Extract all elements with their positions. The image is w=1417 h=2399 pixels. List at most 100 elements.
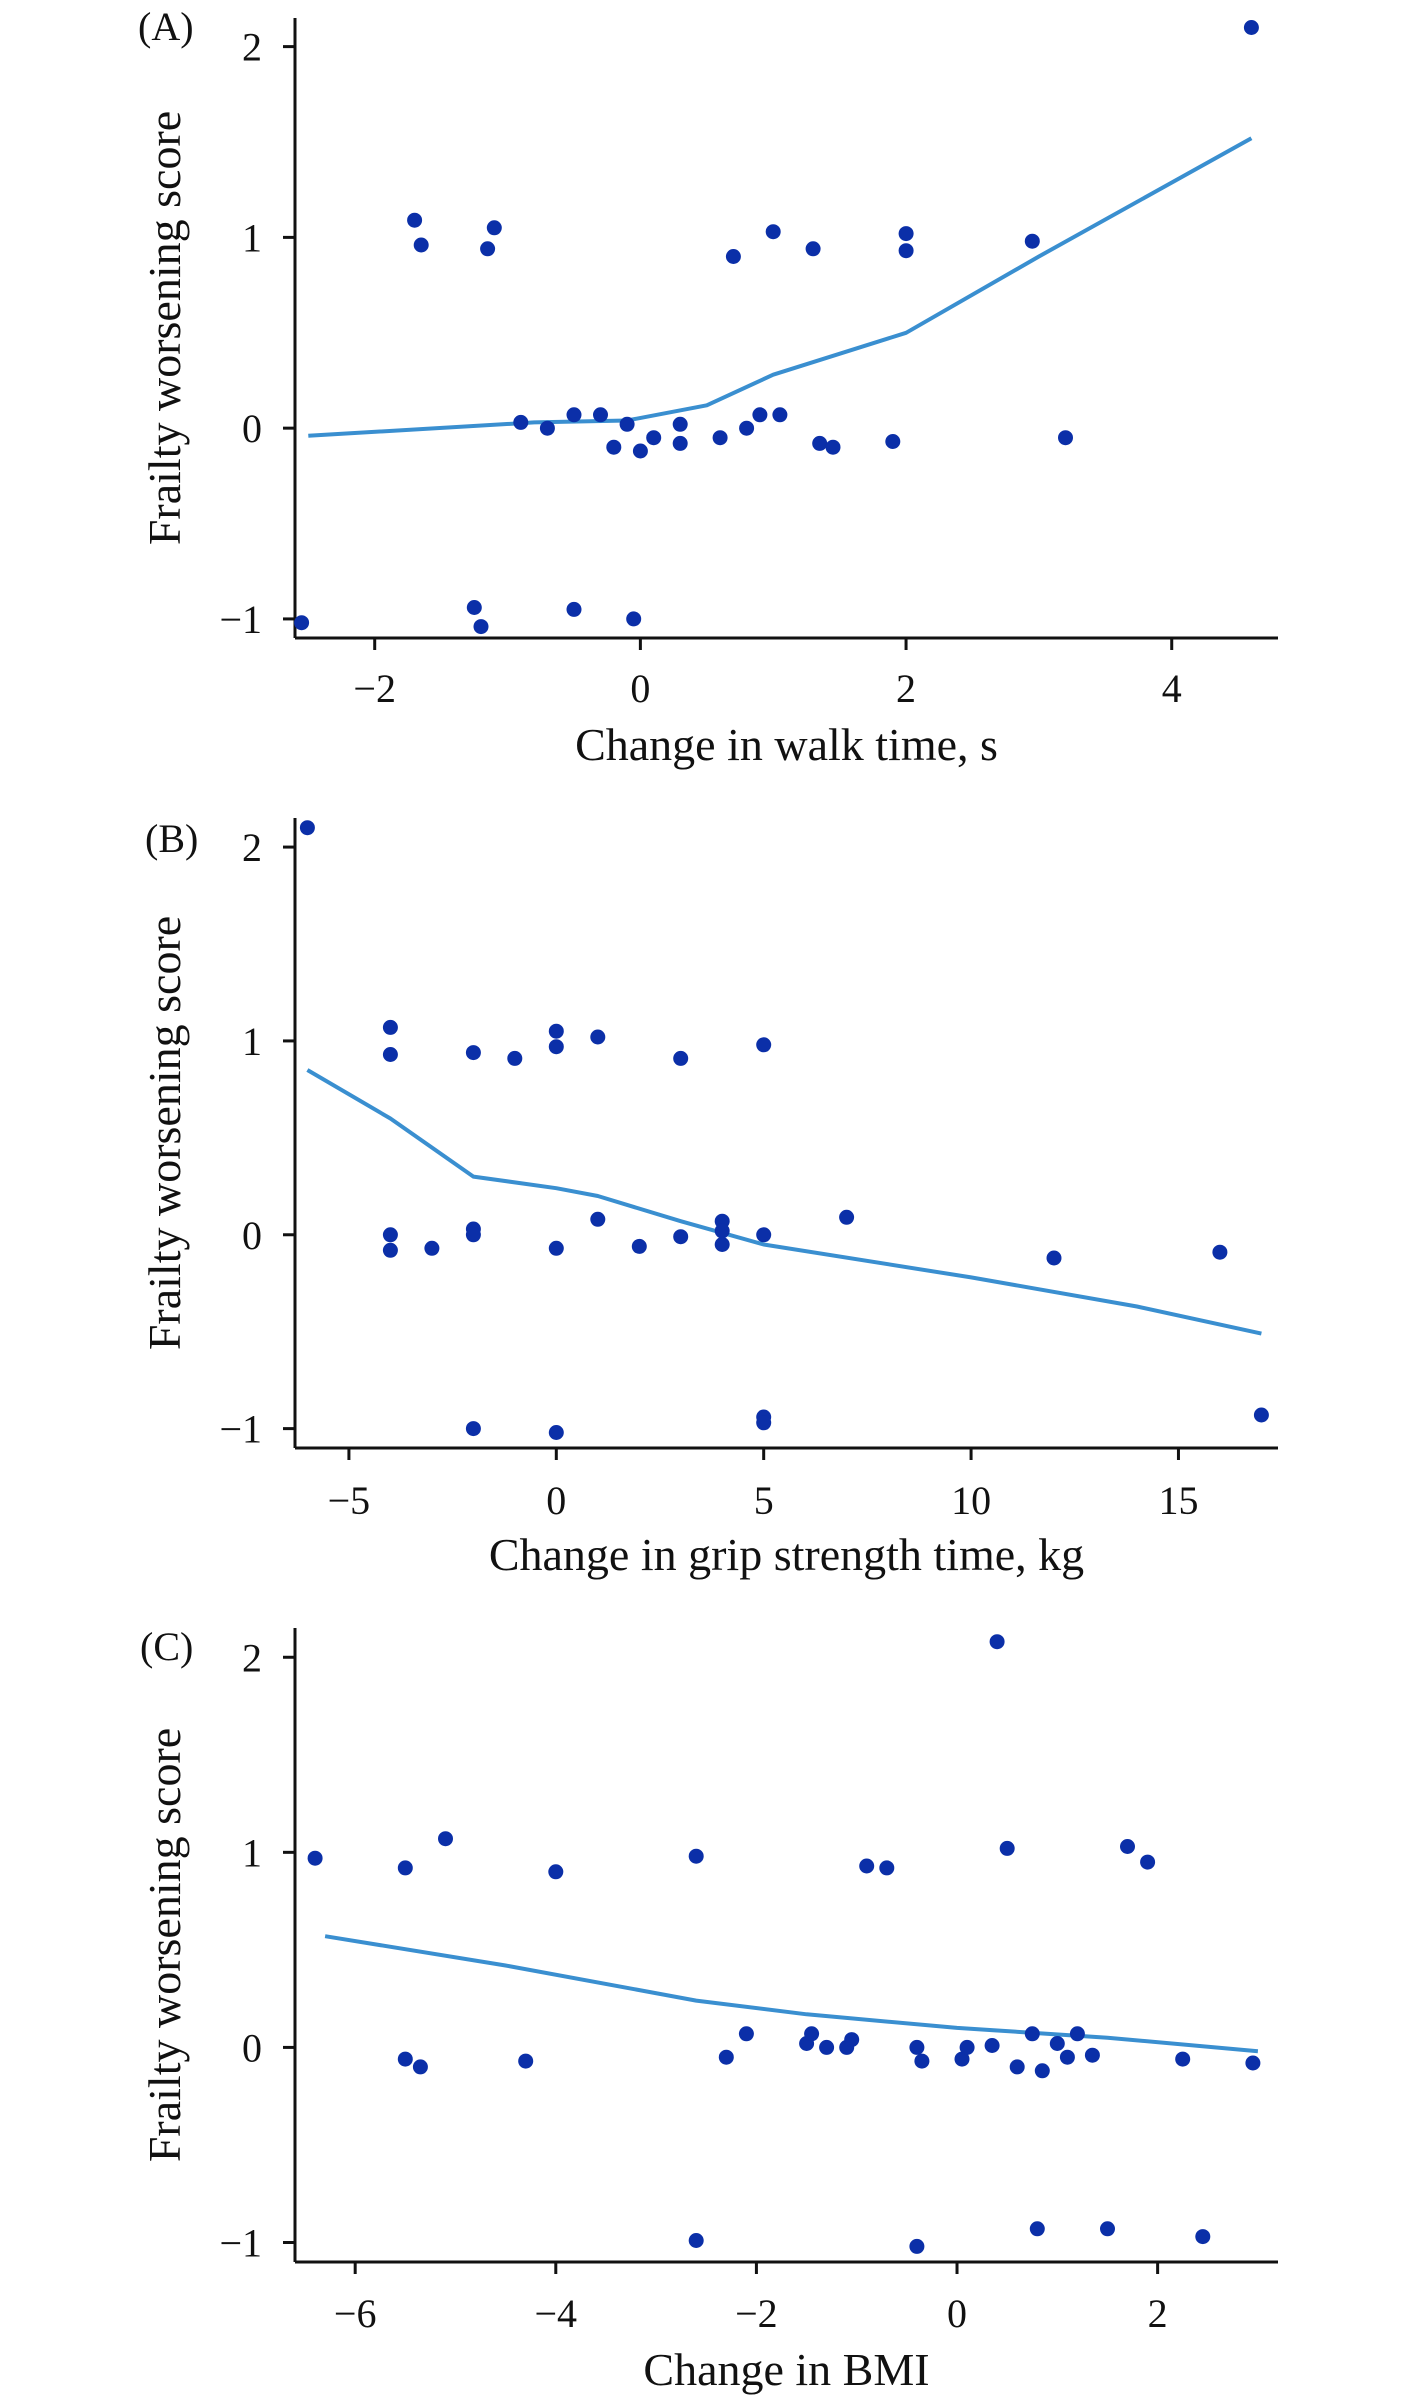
x-tick-label: −6 — [334, 2291, 377, 2336]
x-tick-label: 4 — [1162, 666, 1182, 711]
data-point — [898, 243, 914, 259]
data-point — [673, 1229, 689, 1245]
data-point — [548, 1039, 564, 1055]
data-point — [486, 220, 502, 236]
panel-label: (C) — [140, 1624, 193, 1669]
data-point — [1024, 2026, 1040, 2042]
y-tick-label: 2 — [242, 25, 262, 70]
data-point — [518, 2053, 534, 2069]
data-point — [465, 1421, 481, 1437]
x-tick-label: 0 — [947, 2291, 967, 2336]
data-point — [412, 2059, 428, 2075]
data-point — [1175, 2051, 1191, 2067]
data-point — [606, 439, 622, 455]
panel-label: (A) — [138, 4, 194, 49]
data-point — [1212, 1244, 1228, 1260]
data-point — [631, 1238, 647, 1254]
data-point — [632, 443, 648, 459]
x-axis-title: Change in BMI — [643, 2344, 929, 2395]
data-point — [407, 212, 423, 228]
data-point — [909, 2238, 925, 2254]
panel-b: −5 0 5 10 15 −1 0 1 2 Change in grip strength tim… — [139, 816, 1278, 1580]
data-point — [819, 2039, 835, 2055]
x-tick-label: 15 — [1158, 1478, 1198, 1523]
data-point — [739, 420, 755, 436]
data-point — [548, 1240, 564, 1256]
data-point — [959, 2039, 975, 2055]
trend-line — [308, 136, 1253, 438]
y-tick-label: 1 — [242, 215, 262, 260]
data-point — [756, 1415, 772, 1431]
data-point — [714, 1223, 730, 1239]
y-tick-label: 1 — [242, 1830, 262, 1875]
data-point — [1024, 233, 1040, 249]
data-point — [885, 434, 901, 449]
data-point — [1009, 2059, 1025, 2075]
data-point — [914, 2053, 930, 2069]
data-point — [1100, 2221, 1115, 2237]
x-tick-label: −5 — [328, 1478, 371, 1523]
data-point — [539, 420, 555, 436]
x-tick-label: 0 — [546, 1478, 566, 1523]
data-point — [954, 2051, 970, 2067]
y-axis-title: Frailty worsening score — [139, 111, 190, 545]
data-point — [465, 1045, 481, 1061]
data-point — [646, 430, 662, 446]
y-tick-label: −1 — [219, 1407, 262, 1452]
x-tick-label: −4 — [535, 2291, 578, 2336]
y-tick-label: 0 — [242, 406, 262, 451]
data-point — [756, 1037, 772, 1053]
data-point — [397, 2051, 413, 2067]
data-point — [805, 241, 821, 257]
x-axis-title: Change in grip strength time, kg — [489, 1529, 1084, 1580]
data-point — [465, 1227, 481, 1243]
x-tick-label: 2 — [1148, 2291, 1168, 2336]
data-point — [299, 820, 315, 836]
data-point — [566, 407, 582, 423]
x-tick-label: 5 — [754, 1478, 774, 1523]
data-point — [688, 1848, 704, 1864]
data-point — [466, 600, 482, 615]
y-tick-label: 0 — [242, 2025, 262, 2070]
data-point — [718, 2049, 734, 2065]
y-tick-label: 1 — [242, 1019, 262, 1064]
data-point — [1120, 1839, 1135, 1854]
panel-a: −2 0 2 4 −1 0 1 2 Change in walk time, s Frailty … — [138, 4, 1278, 770]
trend-line — [306, 1068, 1262, 1336]
data-point — [1069, 2026, 1085, 2042]
data-point — [1084, 2047, 1100, 2063]
data-point — [626, 611, 642, 627]
data-point — [1243, 20, 1259, 35]
y-tick-label: 2 — [242, 1635, 262, 1680]
x-tick-label: −2 — [735, 2291, 778, 2336]
data-point — [688, 2233, 704, 2248]
x-tick-label: 0 — [630, 666, 650, 711]
data-point — [1058, 430, 1073, 446]
data-point — [480, 241, 496, 257]
data-point — [590, 1029, 606, 1045]
data-point — [898, 226, 914, 242]
data-point — [859, 1858, 875, 1874]
data-point — [307, 1850, 323, 1866]
data-point — [382, 1047, 398, 1062]
data-point — [507, 1050, 523, 1066]
data-point — [812, 435, 828, 451]
data-point — [839, 1209, 855, 1225]
data-point — [714, 1237, 730, 1252]
data-point — [804, 2026, 820, 2042]
data-point — [590, 1211, 606, 1227]
x-tick-label: 10 — [951, 1478, 991, 1523]
data-point — [382, 1242, 398, 1258]
trend-line — [324, 1934, 1259, 2054]
data-point — [989, 1634, 1005, 1650]
data-point — [1245, 2055, 1261, 2071]
data-point — [413, 237, 429, 253]
data-point — [672, 435, 688, 451]
data-point — [382, 1019, 398, 1035]
y-tick-label: 2 — [242, 825, 262, 870]
data-point — [999, 1840, 1015, 1856]
data-point — [738, 2026, 754, 2042]
data-point — [1046, 1250, 1062, 1266]
data-point — [397, 1860, 413, 1876]
data-point — [294, 615, 310, 631]
